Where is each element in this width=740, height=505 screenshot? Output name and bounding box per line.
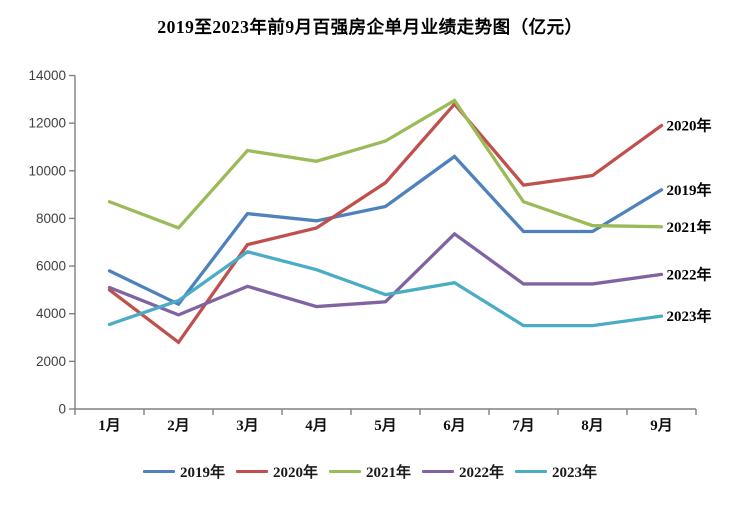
legend-swatch-icon [328, 470, 361, 473]
x-category-label: 3月 [236, 417, 259, 434]
legend-label: 2023年 [552, 465, 598, 481]
legend-label: 2022年 [459, 465, 505, 481]
y-tick-label: 8000 [36, 211, 66, 226]
y-tick-label: 10000 [28, 163, 66, 178]
y-tick-label: 14000 [28, 68, 66, 83]
x-category-label: 5月 [374, 417, 397, 434]
y-tick-label: 12000 [28, 116, 66, 131]
series-line-2021年 [107, 98, 664, 230]
x-category-label: 4月 [305, 417, 328, 434]
legend-item-2022年: 2022年 [422, 461, 504, 482]
plot-area: 0 2000 4000 6000 8000 10000 12000 14000 1月 2月 3月 4月… [28, 68, 712, 434]
legend-label: 2019年 [179, 465, 225, 481]
x-category-label: 1月 [98, 417, 121, 434]
x-category-label: 6月 [443, 417, 466, 434]
legend-label: 2021年 [365, 465, 411, 481]
series-end-label-2019年: 2019年 [667, 181, 712, 199]
legend-item-2023年: 2023年 [515, 461, 597, 482]
series-line-2022年 [107, 231, 664, 317]
series-end-label-2021年: 2021年 [667, 218, 712, 236]
series-line-2020年 [107, 101, 664, 345]
legend: 2019年 2020年 2021年 2022年 2023年 [0, 461, 740, 482]
legend-swatch-icon [515, 470, 548, 473]
chart-title: 2019至2023年前9月百强房企单月业绩走势图（亿元） [157, 17, 583, 37]
x-category-label: 8月 [581, 417, 604, 434]
x-category-label: 7月 [512, 417, 535, 434]
series-line-2019年 [107, 154, 664, 307]
legend-swatch-icon [422, 470, 454, 473]
y-tick-label: 2000 [36, 354, 66, 369]
series-end-label-2022年: 2022年 [667, 265, 712, 283]
series-line-2023年 [107, 249, 664, 328]
legend-swatch-icon [142, 470, 175, 473]
legend-swatch-icon [235, 470, 268, 473]
legend-label: 2020年 [272, 465, 318, 481]
series-end-label-2023年: 2023年 [667, 307, 712, 325]
legend-item-2019年: 2019年 [142, 461, 225, 482]
series-end-label-2020年: 2020年 [667, 117, 712, 135]
legend-item-2020年: 2020年 [235, 461, 318, 482]
x-category-label: 9月 [650, 417, 673, 434]
y-tick-label: 0 [58, 402, 66, 417]
x-category-label: 2月 [167, 417, 190, 434]
legend-item-2021年: 2021年 [328, 461, 411, 482]
y-tick-label: 4000 [36, 306, 66, 321]
y-tick-label: 6000 [36, 259, 66, 274]
